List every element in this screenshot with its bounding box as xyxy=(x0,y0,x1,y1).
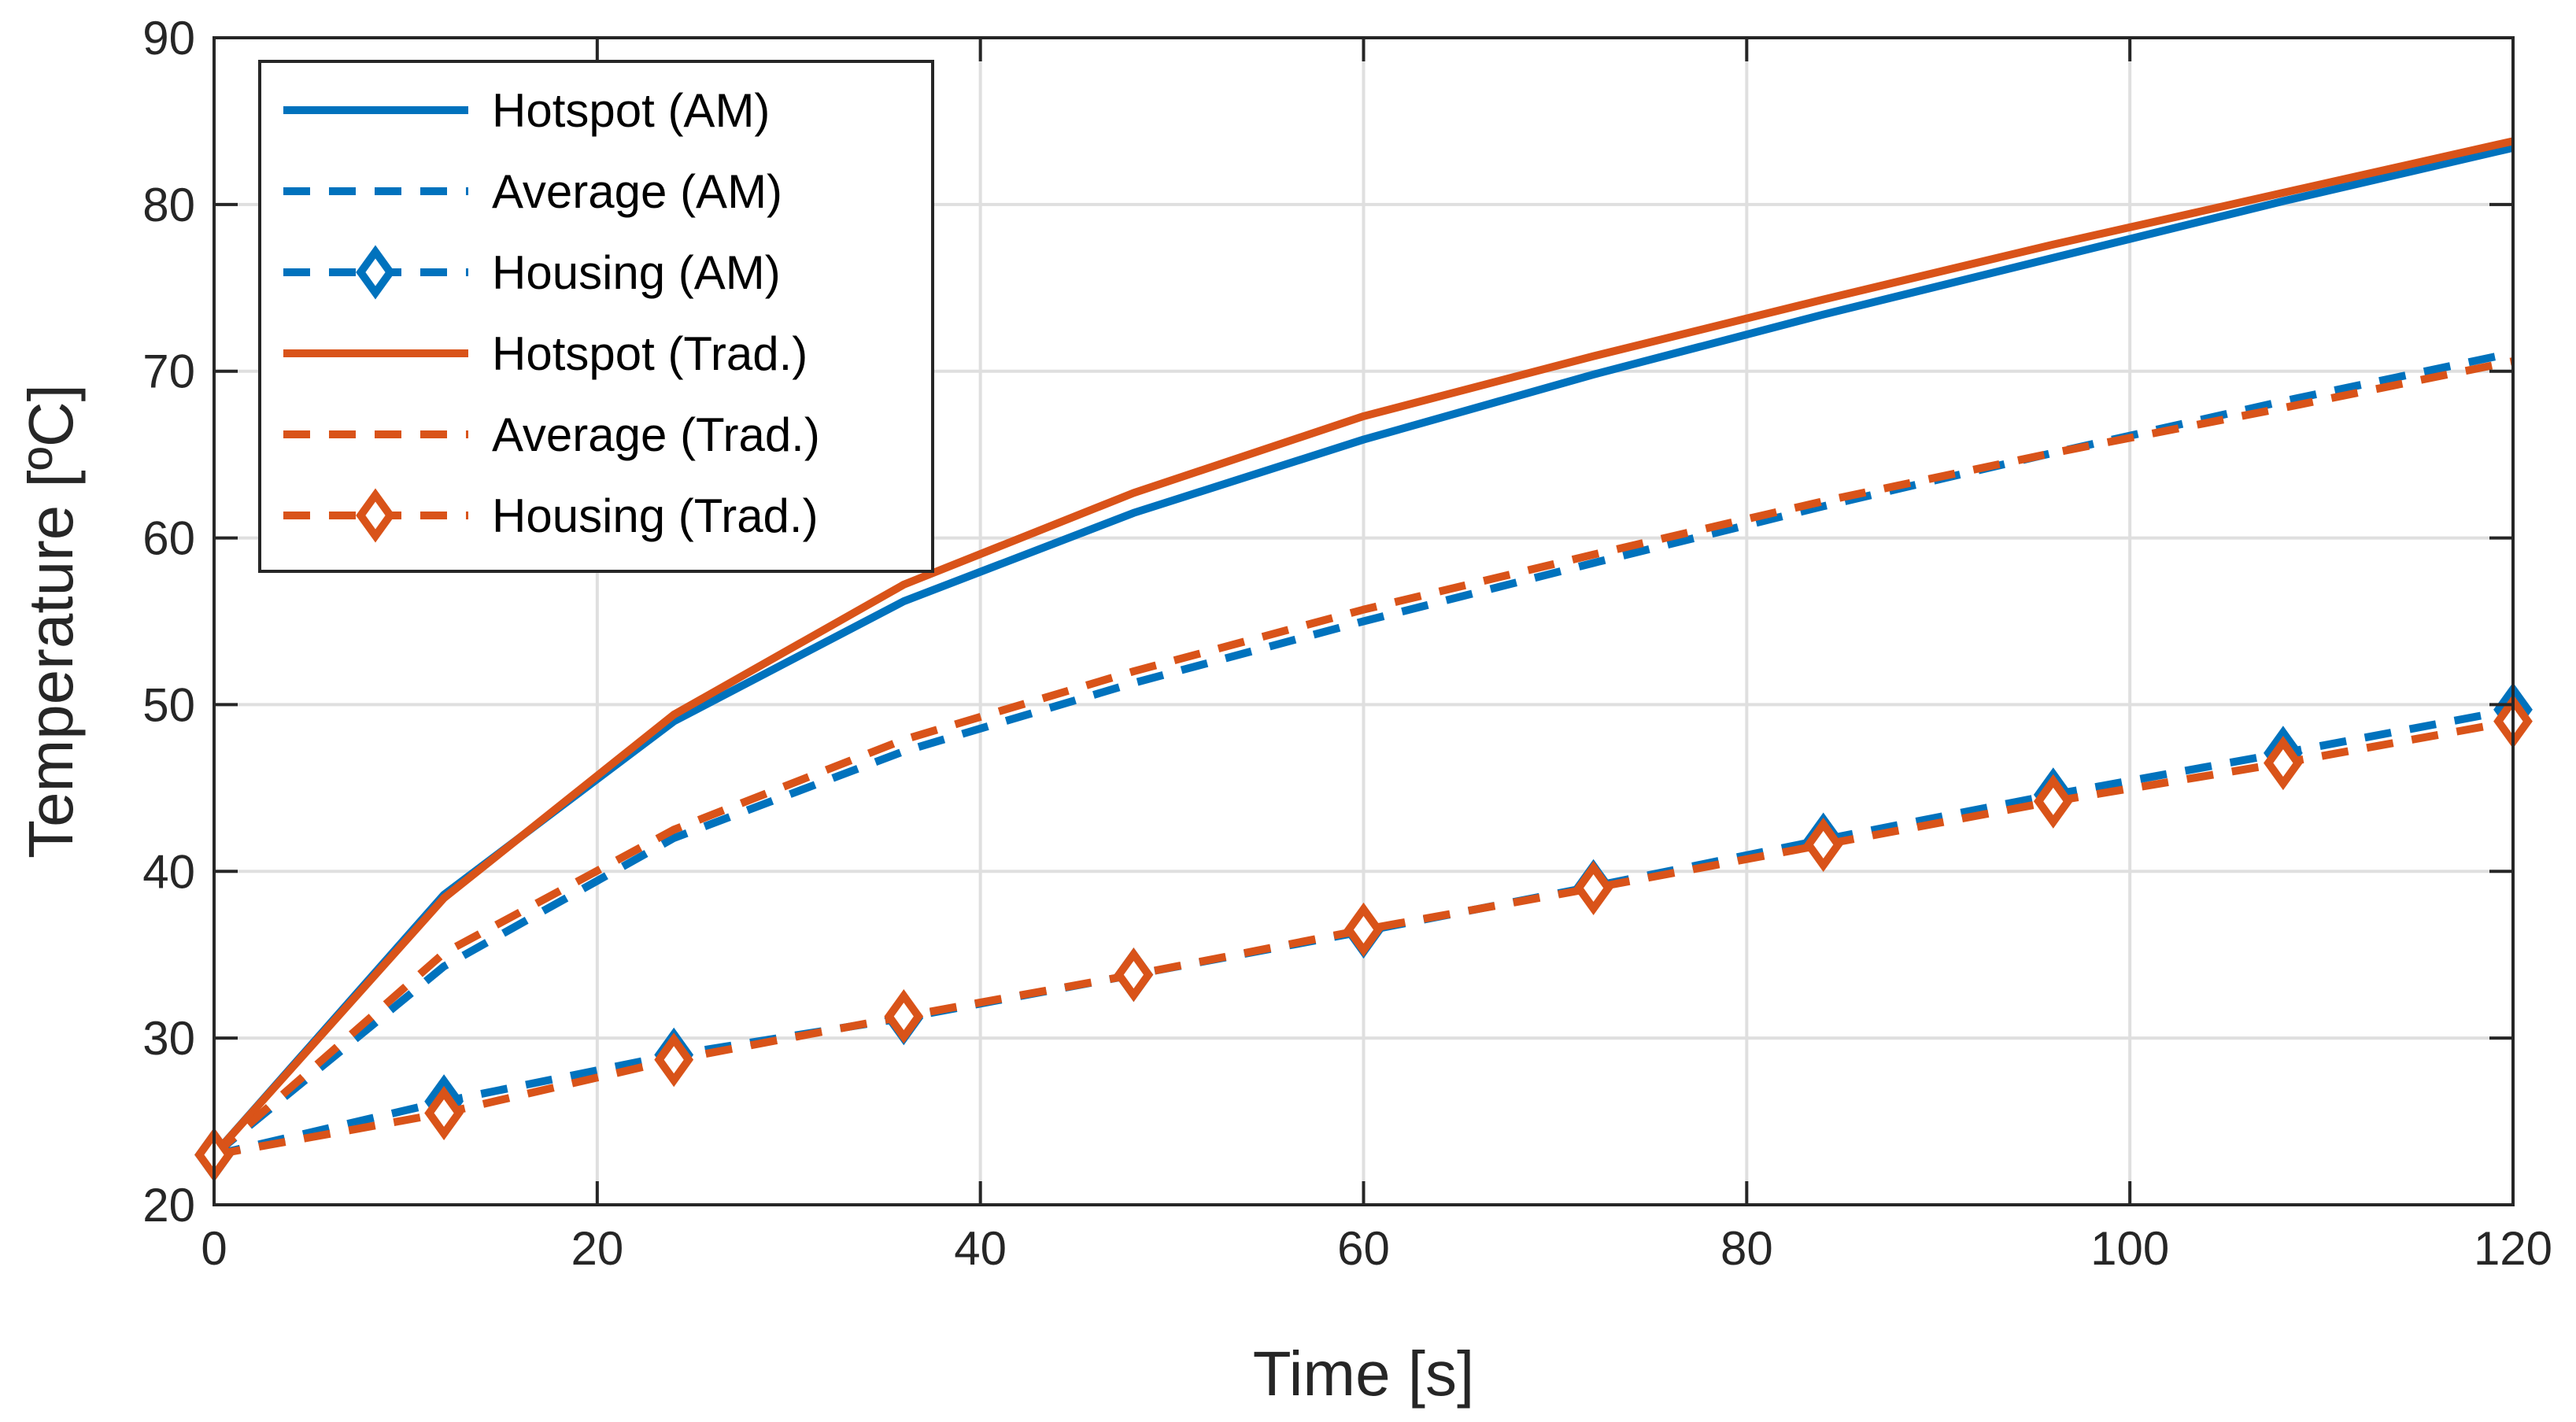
x-tick-label: 120 xyxy=(2474,1222,2552,1275)
legend-item: Average (AM) xyxy=(283,165,782,218)
series-line xyxy=(211,357,2514,1158)
y-tick-label: 40 xyxy=(142,845,195,898)
data-point-marker xyxy=(1114,947,1154,1003)
x-tick-label: 100 xyxy=(2090,1222,2169,1275)
legend-item: Housing (AM) xyxy=(283,245,781,300)
x-tick-label: 60 xyxy=(1337,1222,1390,1275)
x-tick-label: 40 xyxy=(954,1222,1007,1275)
legend-label: Housing (AM) xyxy=(492,246,781,299)
legend-box xyxy=(258,60,934,573)
data-point-marker xyxy=(654,1032,694,1088)
series-average-trad xyxy=(211,357,2514,1158)
x-tick-label: 0 xyxy=(201,1222,227,1275)
legend-item: Hotspot (Trad.) xyxy=(283,327,808,380)
y-tick-label: 70 xyxy=(142,345,195,398)
data-point-marker xyxy=(2033,774,2073,829)
data-point-marker xyxy=(424,1085,464,1141)
y-tick-label: 20 xyxy=(142,1179,195,1232)
x-tick-label: 80 xyxy=(1720,1222,1773,1275)
data-point-marker xyxy=(1573,860,1613,916)
data-point-marker xyxy=(2264,736,2303,791)
legend-label: Hotspot (AM) xyxy=(492,84,770,137)
data-point-marker xyxy=(1803,817,1843,872)
y-tick-label: 60 xyxy=(142,512,195,565)
legend: Hotspot (AM) Average (AM) Housing (AM) Hots… xyxy=(258,60,934,573)
data-point-marker xyxy=(884,989,924,1044)
data-point-marker xyxy=(1343,902,1384,957)
y-tick-label: 80 xyxy=(142,179,195,231)
y-tick-label: 30 xyxy=(142,1012,195,1065)
y-axis-label: Temperature [ºC] xyxy=(16,384,86,859)
x-tick-label: 20 xyxy=(571,1222,623,1275)
axes xyxy=(213,36,2515,1206)
legend-item: Housing (Trad.) xyxy=(283,488,819,543)
legend-marker xyxy=(356,245,395,300)
legend-label: Housing (Trad.) xyxy=(492,489,819,542)
legend-label: Average (Trad.) xyxy=(492,408,820,461)
series-line xyxy=(213,717,2514,1159)
legend-label: Hotspot (Trad.) xyxy=(492,327,808,380)
legend-label: Average (AM) xyxy=(492,165,782,218)
series-hotspot-trad xyxy=(211,137,2515,1158)
legend-item: Hotspot (AM) xyxy=(283,84,770,137)
y-tick-label: 50 xyxy=(142,678,195,731)
x-axis-label: Time [s] xyxy=(1253,1339,1474,1409)
legend-item: Average (Trad.) xyxy=(283,408,820,461)
y-tick-label: 90 xyxy=(142,12,195,65)
legend-marker xyxy=(356,488,395,543)
series-line xyxy=(211,137,2515,1158)
